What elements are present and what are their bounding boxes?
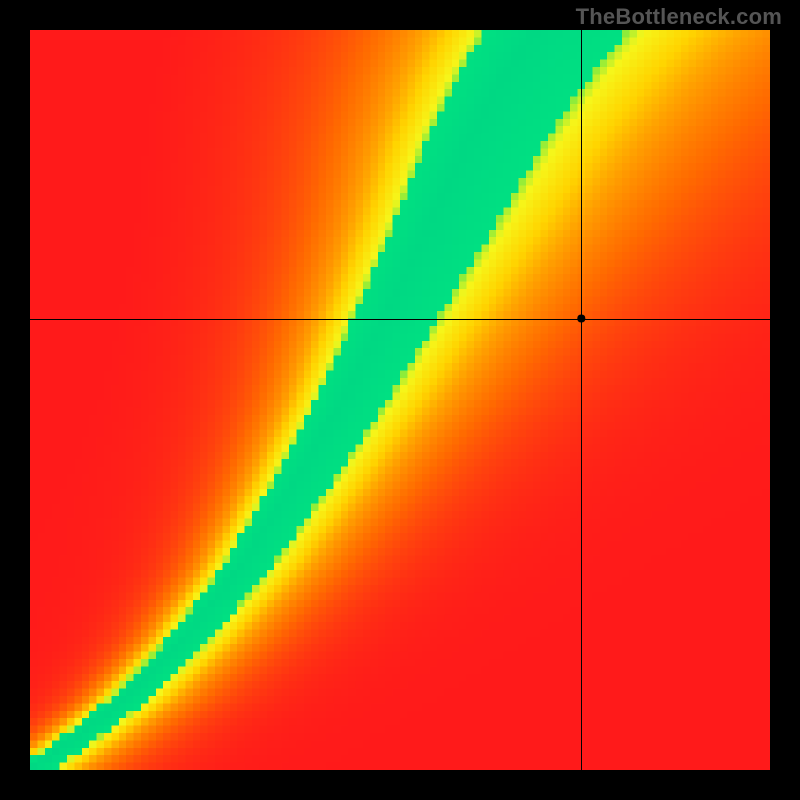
watermark-text: TheBottleneck.com bbox=[576, 4, 782, 30]
crosshair-overlay bbox=[30, 30, 770, 770]
chart-container: TheBottleneck.com bbox=[0, 0, 800, 800]
